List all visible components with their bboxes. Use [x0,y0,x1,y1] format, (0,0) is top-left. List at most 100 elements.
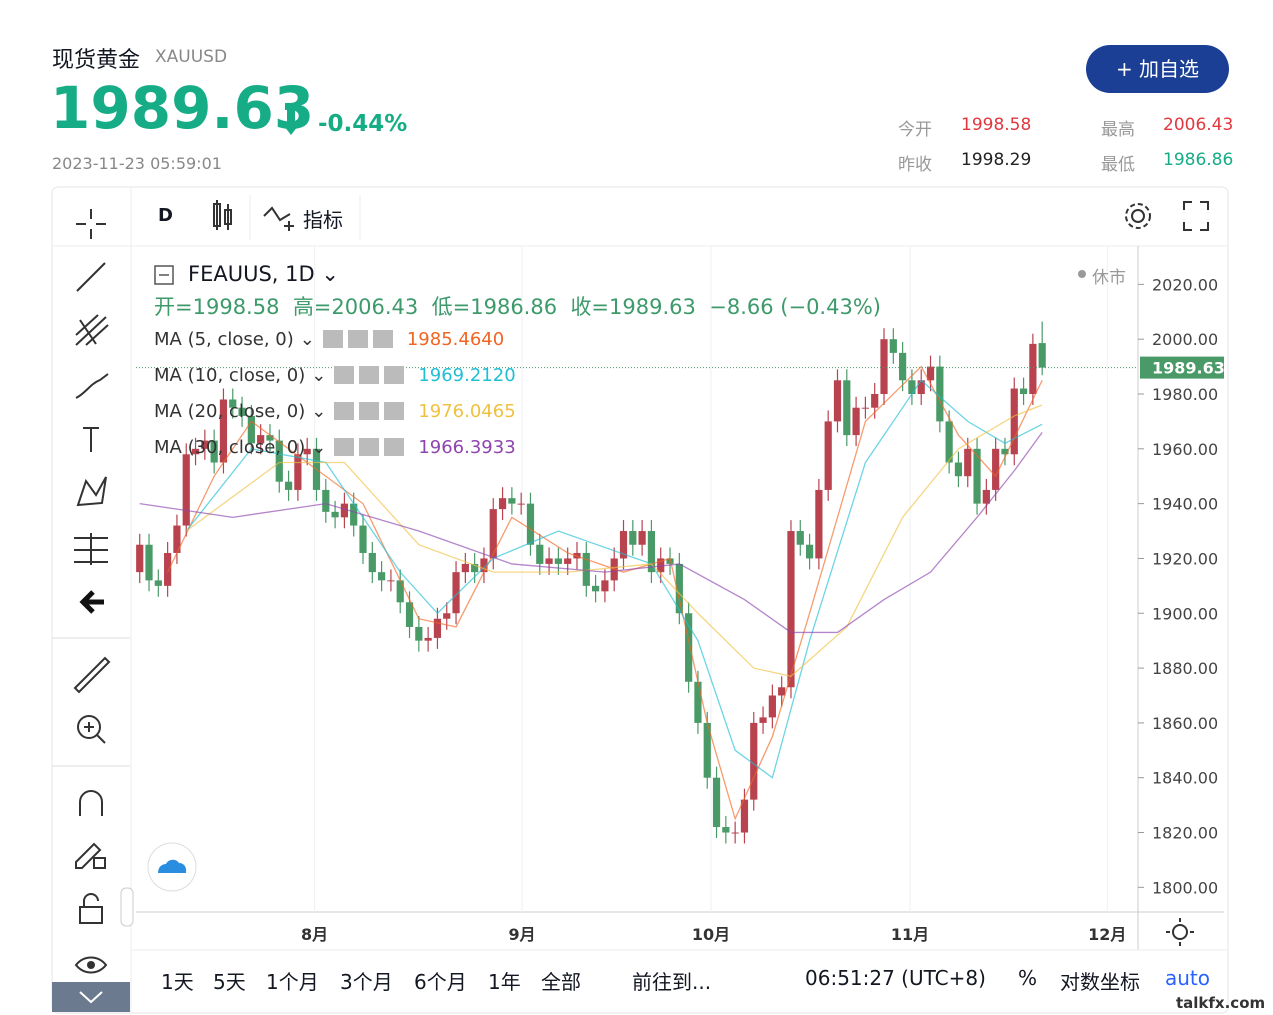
candle-body [1038,343,1046,368]
candle-body [154,580,162,586]
candle-body [443,613,451,619]
y-tick-label: 1900.00 [1152,604,1218,623]
candle-body [582,552,590,586]
candle-body [229,399,237,408]
candle-body [554,558,562,564]
candle-body [843,380,851,436]
y-tick-label: 1840.00 [1152,769,1218,788]
range-button[interactable]: 1天 [161,970,194,994]
candle-body [350,503,358,526]
ma-line [185,379,1043,779]
auto-button[interactable]: auto [1165,966,1211,990]
stat-value: 1998.58 [961,115,1032,135]
ma-value: 1966.3933 [418,437,516,458]
stat-label: 昨收 [898,155,932,175]
candle-body [340,503,349,518]
candle-body [1010,388,1018,455]
ma-value: 1969.2120 [418,365,516,386]
bottom-bar: 1天 5天 1个月 3个月 6个月 1年 全部 前往到... 06:51:27 … [0,966,1273,996]
candle-body [182,454,190,526]
range-button[interactable]: 3个月 [340,970,393,994]
candle-body [591,585,600,592]
candle-body [405,602,414,627]
y-tick-label: 1940.00 [1152,495,1218,514]
instrument-name: 现货黄金 [52,48,141,73]
indicators-button[interactable]: 指标 [303,208,343,232]
percent-button[interactable]: % [1018,966,1038,990]
ma-line [185,404,1043,678]
candle-body [191,448,200,455]
candle-body [508,498,516,504]
candle-body [424,637,432,641]
y-tick-label: 1820.00 [1152,824,1218,843]
candle-body [219,399,228,463]
y-tick-label: 1960.00 [1152,440,1218,459]
candle-body [992,448,1000,490]
candle-body [917,380,925,394]
candle-body [471,563,479,573]
candle-body [415,626,423,641]
candle-body [210,440,218,463]
stat-label: 最低 [1101,155,1135,175]
y-tick-label: 2000.00 [1152,330,1218,349]
timestamp: 2023-11-23 05:59:01 [52,154,222,173]
candle-body [619,531,628,559]
x-tick-label: 8月 [301,925,328,944]
clock: 06:51:27 (UTC+8) [805,966,986,990]
candle-body [964,448,972,477]
candle-body [164,552,172,586]
ma-value: 1985.4640 [406,329,505,350]
range-button[interactable]: 5天 [213,970,246,994]
range-button[interactable]: 全部 [541,970,581,994]
ohlc-legend: 开=1998.58 高=2006.43 低=1986.86 收=1989.63 … [154,295,881,319]
y-tick-label: 1880.00 [1152,659,1218,678]
candle-body [368,552,376,573]
ma-controls[interactable] [334,402,407,420]
candle-body [1019,388,1028,394]
x-tick-label: 9月 [509,925,536,944]
stat-value: 1986.86 [1163,150,1234,170]
ma-name: MA (20, close, 0) [154,401,306,422]
candle-body [173,525,181,553]
ma-controls[interactable] [334,438,407,456]
candle-body [564,558,572,564]
ma-controls[interactable] [334,366,407,384]
candle-body [247,415,255,444]
range-button[interactable]: 1个月 [266,970,319,994]
candle-body [815,489,823,559]
candle-body [731,832,739,834]
interval-button[interactable]: D [158,205,173,226]
add-watchlist-button[interactable]: + 加自选 [1086,45,1229,93]
candle-body [675,563,683,614]
chevron: ⌄ [299,329,315,350]
ma-legend-row: MA (30, close, 0) ⌄ 1966.3933 [154,437,516,458]
candle-body [536,544,544,564]
y-tick-label: 1860.00 [1152,714,1218,733]
goto-button[interactable]: 前往到... [632,970,712,994]
chevron: ⌄ [311,365,327,386]
y-tick-label: 1800.00 [1152,878,1218,897]
ma-controls[interactable] [322,330,395,348]
candle-body [740,799,749,833]
chevron: ⌄ [311,437,327,458]
candle-body [712,777,721,828]
candle-body [657,558,665,573]
log-button[interactable]: 对数坐标 [1060,970,1140,994]
stat-label: 今开 [898,120,932,140]
candle-body [201,440,209,449]
candle-body [768,695,776,718]
x-tick-label: 12月 [1088,925,1126,944]
candle-body [908,380,916,394]
candle-body [805,544,814,559]
stat-label: 最高 [1101,120,1135,140]
candle-body [396,580,404,603]
range-button[interactable]: 1年 [488,970,521,994]
y-tick-label: 1980.00 [1152,385,1218,404]
legend-title: FEAUUS, 1D ⌄ [188,262,339,286]
last-price-tag [1140,356,1224,379]
range-button[interactable]: 6个月 [414,970,467,994]
candle-body [899,352,907,381]
candle-body [926,366,935,381]
candle-body [759,717,767,723]
